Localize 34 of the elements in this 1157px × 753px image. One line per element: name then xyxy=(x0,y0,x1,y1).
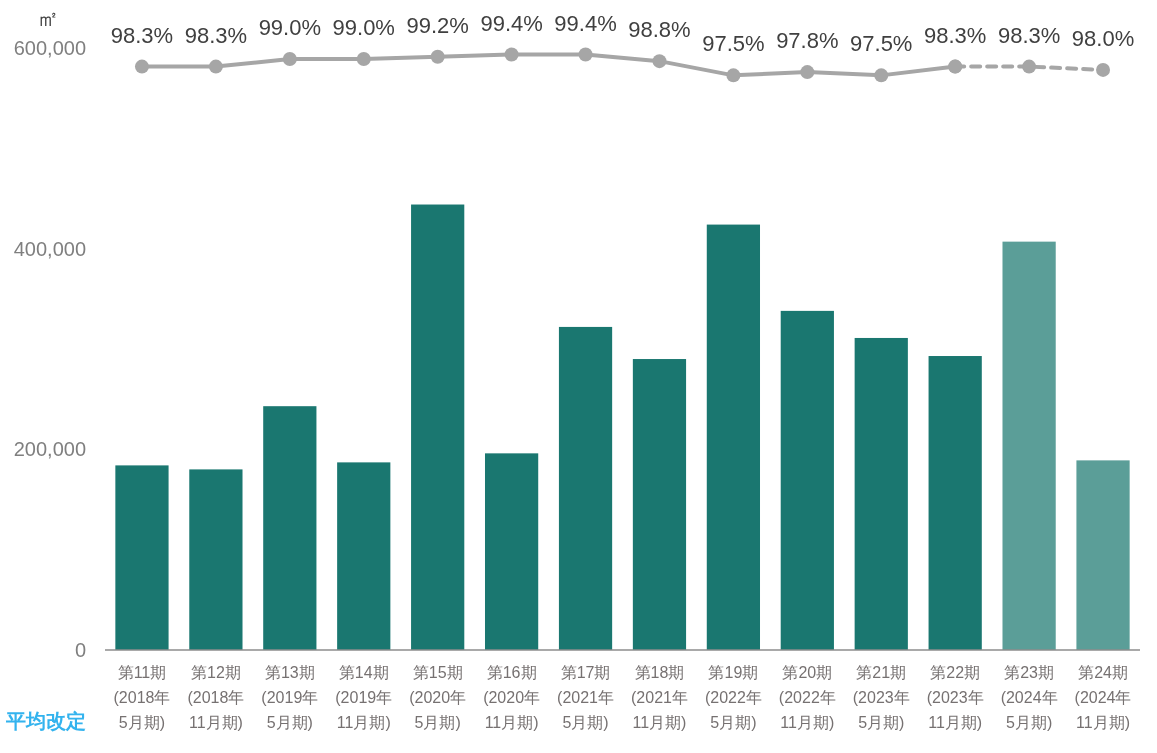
y-tick-label: 400,000 xyxy=(13,237,86,260)
data-label: 98.3% xyxy=(184,22,248,48)
data-label: 98.0% xyxy=(1071,25,1135,51)
data-label: 98.3% xyxy=(997,22,1061,48)
x-tick-label: 第13期 (2019年 5月期) xyxy=(261,664,319,731)
x-tick-label: 第14期 (2019年 11月期) xyxy=(335,664,393,731)
data-label: 97.5% xyxy=(702,31,765,57)
data-label: 99.4% xyxy=(554,10,617,36)
x-tick-label: 第11期 (2018年 5月期) xyxy=(113,664,171,731)
y-axis-title: ㎡ xyxy=(37,6,59,31)
x-tick-label: 第16期 (2020年 11月期) xyxy=(483,664,541,731)
x-tick-label: 第19期 (2022年 5月期) xyxy=(704,664,762,731)
y-tick-label: 0 xyxy=(74,639,86,661)
x-tick-label: 第18期 (2021年 11月期) xyxy=(631,664,688,731)
data-label: 99.4% xyxy=(480,10,543,36)
y-tick-label: 200,000 xyxy=(13,438,86,461)
data-label: 99.0% xyxy=(332,14,395,40)
data-label: 98.3% xyxy=(110,22,174,48)
x-tick-label: 第20期 (2022年 11月期) xyxy=(778,664,836,731)
y-tick-label: 600,000 xyxy=(13,37,86,59)
data-label: 99.0% xyxy=(258,14,322,40)
x-tick-label: 第22期 (2023年 11月期) xyxy=(926,664,984,731)
x-tick-label: 第24期 (2024年 11月期) xyxy=(1074,664,1132,731)
x-tick-label: 第15期 (2020年 5月期) xyxy=(409,664,467,731)
data-label: 98.3% xyxy=(923,22,987,48)
x-tick-label: 第17期 (2021年 5月期) xyxy=(557,664,614,731)
x-tick-label: 第21期 (2023年 5月期) xyxy=(852,664,910,731)
data-label: 99.2% xyxy=(406,12,469,38)
data-label: 98.8% xyxy=(628,17,691,43)
data-label: 97.8% xyxy=(776,28,839,54)
x-tick-label: 第12期 (2018年 11月期) xyxy=(187,664,245,731)
data-label: 97.5% xyxy=(850,31,913,57)
x-tick-label: 第23期 (2024年 5月期) xyxy=(1000,664,1058,731)
text: 平均改定 xyxy=(5,710,86,732)
